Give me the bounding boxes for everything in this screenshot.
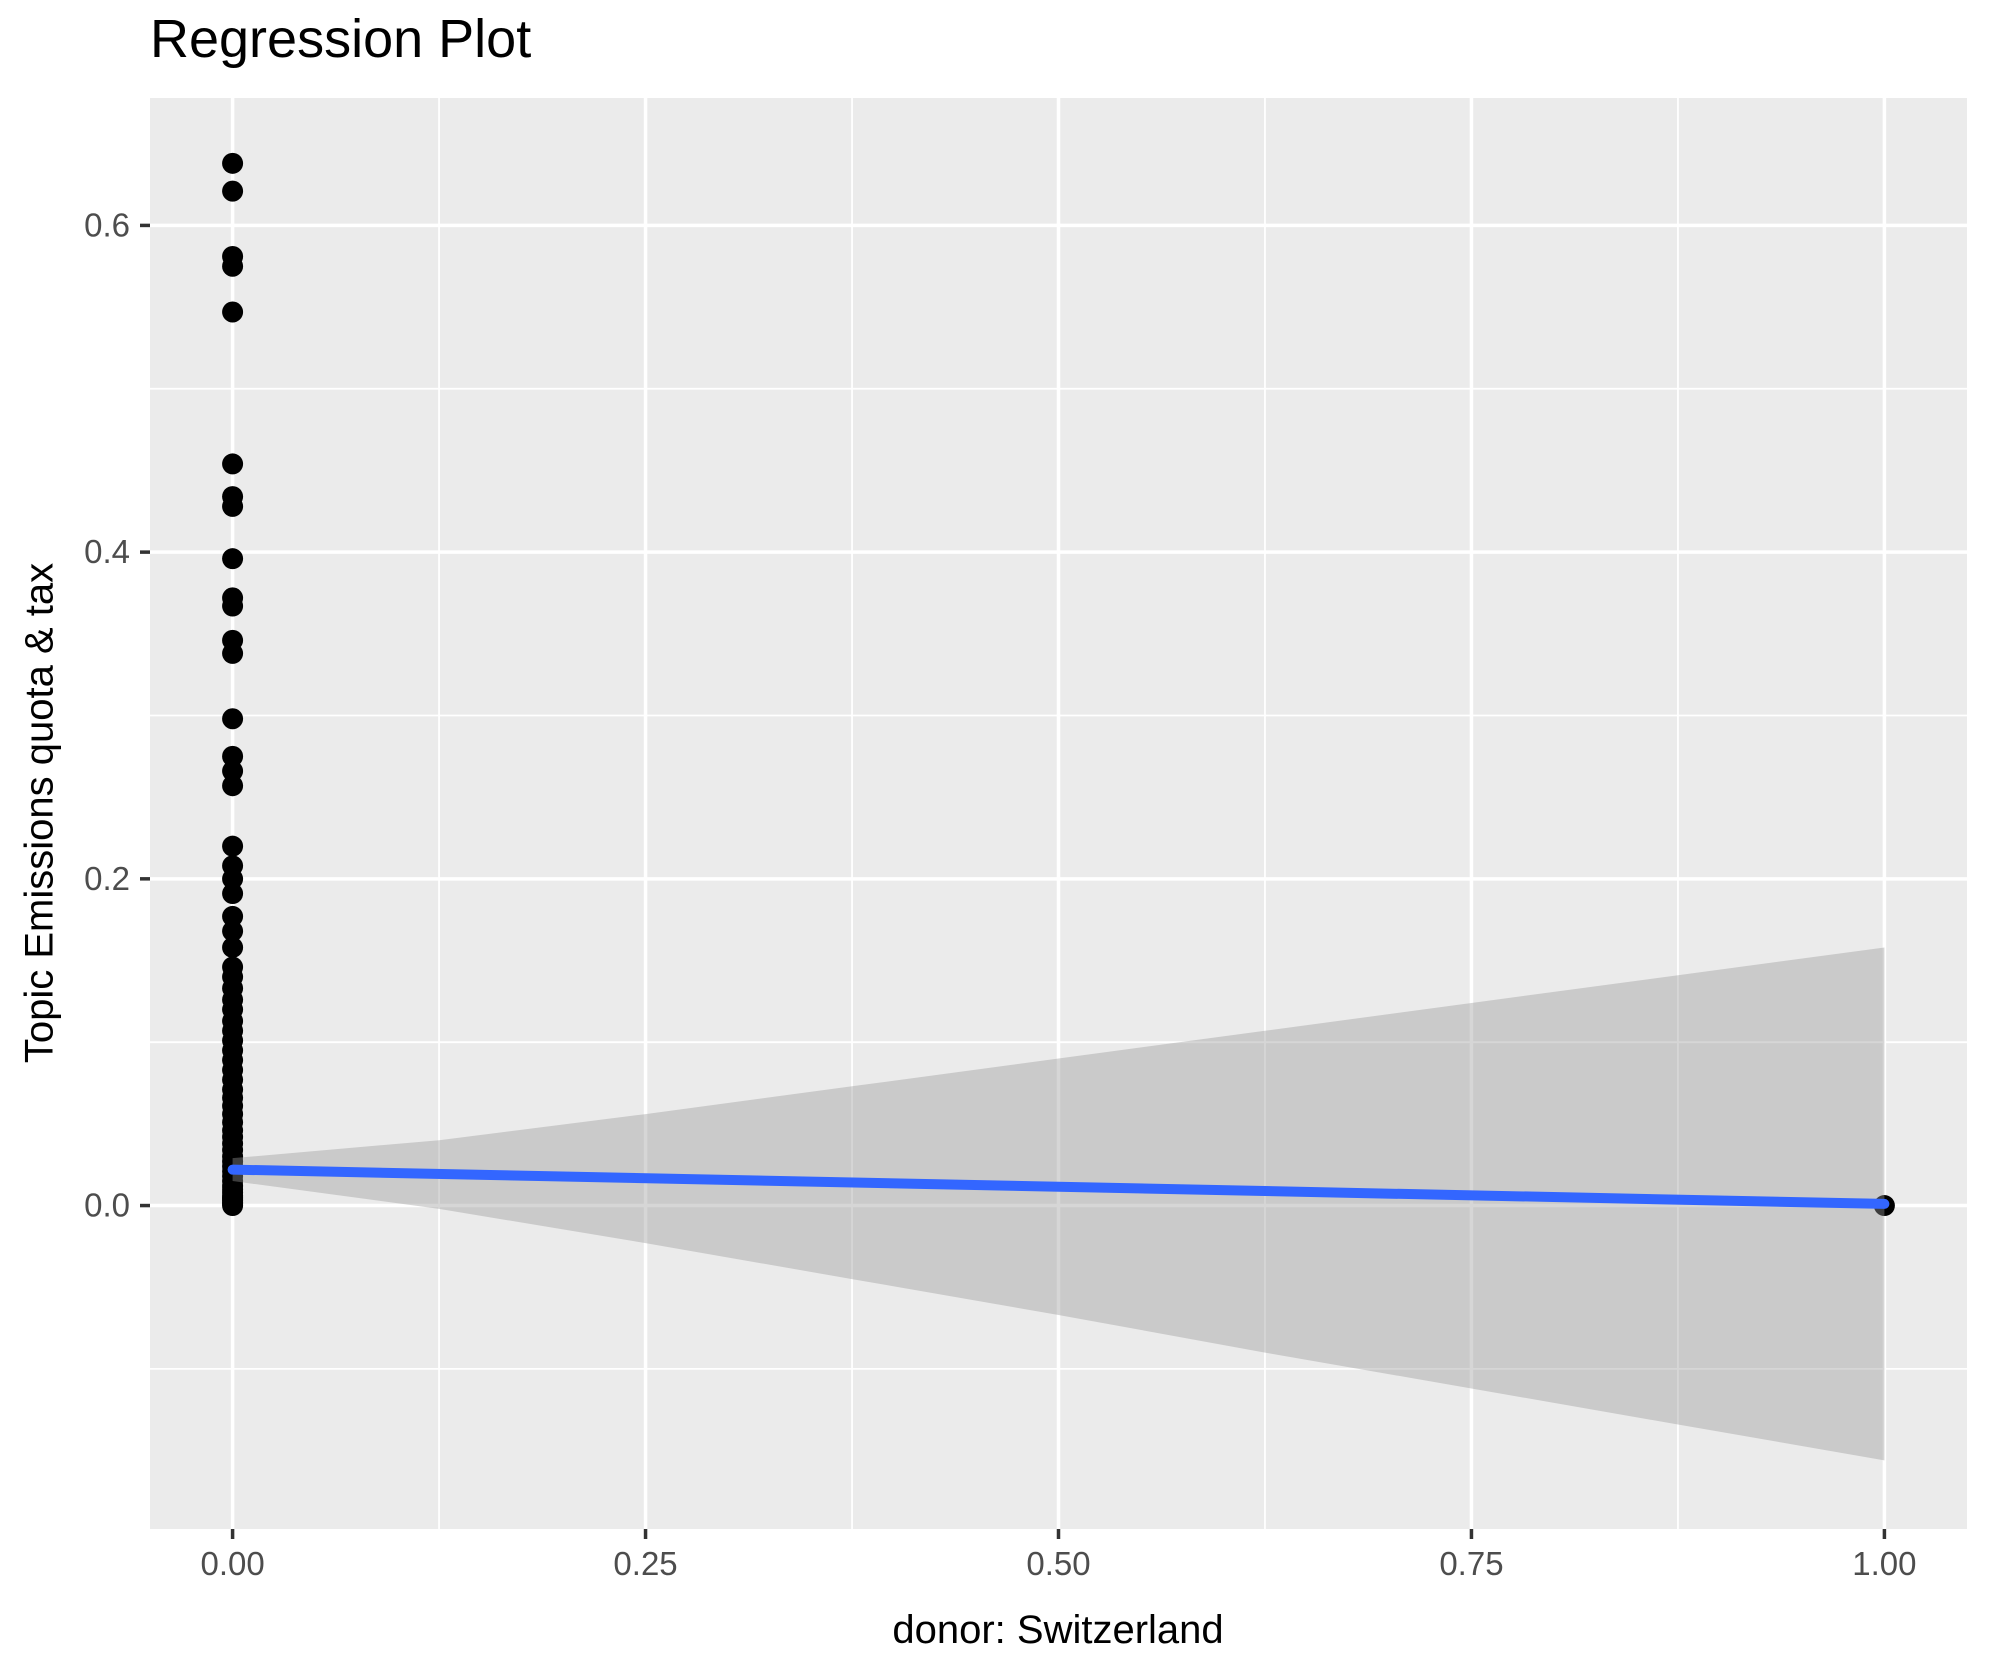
x-tick-label: 0.75 — [1439, 1545, 1503, 1582]
data-point — [222, 775, 244, 797]
confidence-band — [232, 947, 1885, 1461]
data-point — [222, 180, 244, 202]
x-tick-label: 0.00 — [200, 1545, 264, 1582]
data-point — [222, 936, 244, 958]
data-point — [222, 835, 244, 857]
y-tick-label: 0.6 — [84, 206, 130, 243]
y-axis-title: Topic Emissions quota & tax — [17, 562, 62, 1064]
data-point — [222, 255, 244, 277]
data-point — [222, 595, 244, 617]
data-point — [222, 745, 244, 767]
data-point — [222, 708, 244, 730]
data-point — [222, 548, 244, 570]
y-tick-label: 0.2 — [84, 860, 130, 897]
chart-title: Regression Plot — [150, 9, 532, 69]
data-point — [222, 495, 244, 517]
y-tick-label: 0.4 — [84, 533, 130, 570]
data-point — [222, 868, 244, 890]
x-tick-label: 0.25 — [613, 1545, 677, 1582]
data-point — [222, 1195, 244, 1217]
data-point — [222, 883, 244, 905]
x-tick-label: 0.50 — [1026, 1545, 1090, 1582]
data-point — [222, 152, 244, 174]
y-tick-label: 0.0 — [84, 1187, 130, 1224]
regression-line — [227, 1164, 1890, 1209]
data-point — [222, 453, 244, 475]
data-point — [222, 920, 244, 942]
data-point — [222, 905, 244, 927]
data-point — [222, 301, 244, 323]
x-tick-label: 1.00 — [1852, 1545, 1916, 1582]
data-point — [222, 642, 244, 664]
x-axis-title: donor: Switzerland — [892, 1608, 1224, 1652]
data-point — [222, 760, 244, 782]
